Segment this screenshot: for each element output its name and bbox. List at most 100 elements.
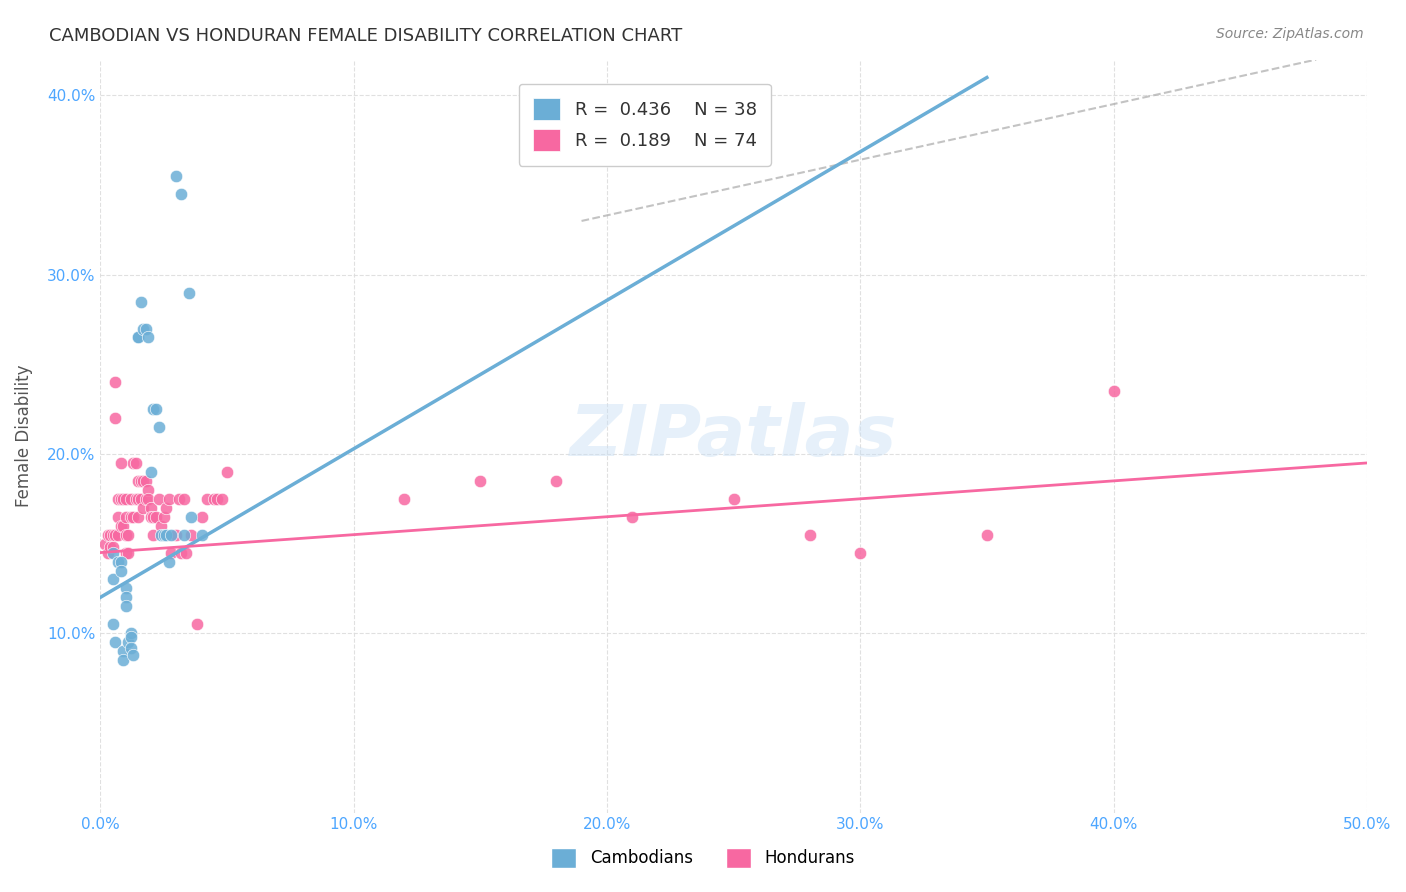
Point (122, 456, 145, 470)
Point (125, 491, 148, 506)
Point (129, 491, 152, 506)
Point (100, 540, 122, 554)
Point (170, 546, 193, 560)
Legend: Cambodians, Hondurans: Cambodians, Hondurans (544, 841, 862, 875)
Point (202, 491, 225, 506)
Point (101, 573, 124, 587)
Point (138, 491, 160, 506)
Point (621, 509, 644, 524)
Point (104, 527, 127, 541)
Point (392, 491, 415, 506)
Point (110, 491, 132, 506)
Point (148, 491, 170, 506)
Point (107, 555, 129, 569)
Point (127, 330, 149, 344)
Point (127, 491, 149, 506)
Point (107, 509, 129, 524)
Point (177, 285, 200, 300)
Point (120, 626, 142, 640)
Point (112, 518, 135, 533)
Point (165, 169, 187, 183)
Point (114, 591, 136, 605)
Point (160, 527, 183, 541)
Point (104, 411, 127, 425)
Point (135, 474, 157, 488)
Point (180, 509, 202, 524)
Point (152, 527, 174, 541)
Point (132, 500, 155, 515)
Point (117, 527, 139, 541)
Point (110, 564, 132, 578)
Point (101, 617, 124, 632)
Point (101, 540, 124, 554)
Point (97, 527, 120, 541)
Point (167, 491, 190, 506)
Point (186, 617, 208, 632)
Point (110, 456, 132, 470)
Point (139, 465, 162, 479)
Point (120, 491, 142, 506)
Point (150, 527, 173, 541)
Point (107, 527, 129, 541)
Point (101, 546, 124, 560)
Point (104, 376, 127, 390)
Point (142, 509, 165, 524)
Point (152, 509, 174, 524)
Point (142, 402, 165, 417)
Point (190, 527, 212, 541)
Point (160, 546, 183, 560)
Point (114, 491, 136, 506)
Point (101, 527, 124, 541)
Point (799, 527, 821, 541)
Point (470, 474, 492, 488)
Point (546, 474, 568, 488)
Point (117, 635, 139, 649)
Point (132, 474, 155, 488)
Point (122, 509, 145, 524)
Point (155, 527, 177, 541)
Point (112, 491, 135, 506)
Point (135, 321, 157, 335)
Legend: R =  0.436    N = 38, R =  0.189    N = 74: R = 0.436 N = 38, R = 0.189 N = 74 (519, 84, 770, 166)
Point (120, 509, 142, 524)
Point (145, 402, 167, 417)
Point (148, 420, 170, 434)
Point (190, 509, 212, 524)
Point (138, 330, 160, 344)
Point (723, 491, 745, 506)
Point (127, 330, 149, 344)
Point (138, 483, 160, 497)
Text: CAMBODIAN VS HONDURAN FEMALE DISABILITY CORRELATION CHART: CAMBODIAN VS HONDURAN FEMALE DISABILITY … (49, 27, 682, 45)
Point (195, 491, 218, 506)
Point (114, 582, 136, 596)
Point (117, 546, 139, 560)
Point (129, 474, 152, 488)
Point (112, 653, 135, 667)
Point (135, 491, 157, 506)
Point (173, 527, 195, 541)
Point (170, 187, 193, 202)
Point (120, 630, 142, 644)
Point (125, 456, 148, 470)
Point (849, 546, 872, 560)
Point (157, 555, 180, 569)
Point (120, 640, 142, 655)
Point (110, 555, 132, 569)
Y-axis label: Female Disability: Female Disability (15, 365, 32, 508)
Point (1102, 384, 1125, 399)
Point (107, 491, 129, 506)
Point (100, 527, 122, 541)
Point (97, 546, 120, 560)
Point (157, 491, 180, 506)
Point (127, 474, 149, 488)
Point (122, 648, 145, 662)
Point (112, 644, 135, 658)
Point (139, 500, 162, 515)
Point (176, 546, 198, 560)
Point (114, 546, 136, 560)
Point (114, 599, 136, 614)
Point (976, 527, 998, 541)
Point (110, 518, 132, 533)
Point (205, 491, 228, 506)
Point (150, 518, 173, 533)
